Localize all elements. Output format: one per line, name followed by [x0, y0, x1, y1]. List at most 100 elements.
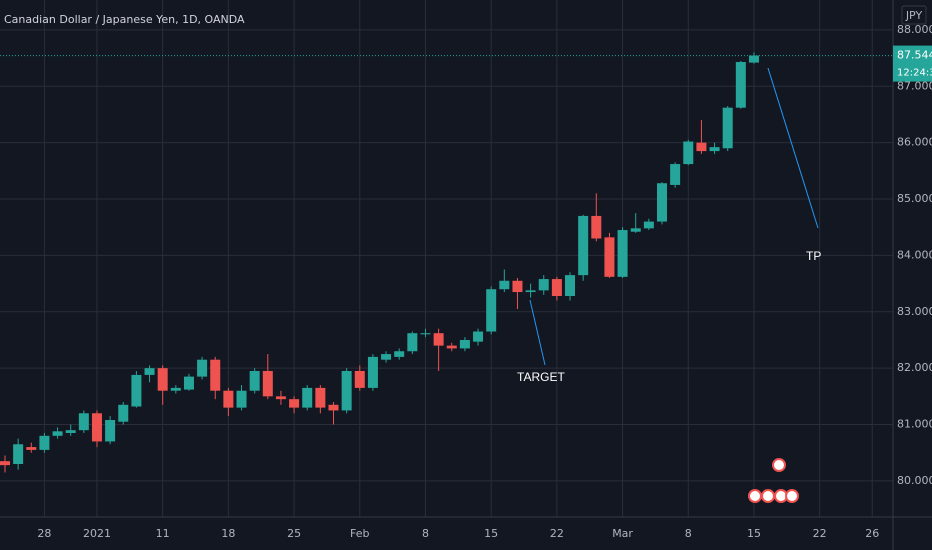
y-tick-label: 83.000 [897, 305, 932, 318]
candle-body [170, 387, 181, 391]
chart-title: Canadian Dollar / Japanese Yen, 1D, OAND… [4, 13, 245, 26]
price-label: 87.544 [897, 49, 932, 62]
candle-body [78, 413, 89, 431]
currency-box [901, 5, 927, 25]
candle-body [683, 141, 694, 165]
candle-body [459, 339, 470, 349]
x-tick-label: 8 [422, 527, 429, 540]
candle-body [354, 370, 365, 388]
x-tick-label: 25 [287, 527, 301, 540]
candle-body [118, 404, 129, 422]
x-tick-label: 26 [865, 527, 879, 540]
x-tick-label: 28 [37, 527, 51, 540]
event-icon [761, 489, 775, 503]
x-tick-label: 2021 [83, 527, 111, 540]
candle-body [696, 142, 707, 152]
x-tick-label: 11 [156, 527, 170, 540]
y-tick-label: 84.000 [897, 248, 932, 261]
countdown-label: 12:24:39 [897, 68, 932, 79]
candle-body [565, 275, 576, 296]
candle-body [275, 396, 286, 400]
x-tick-label: Mar [612, 527, 633, 540]
trend-line [767, 67, 819, 229]
candle-body [52, 431, 63, 436]
y-tick-label: 82.000 [897, 361, 932, 374]
candle-body [289, 399, 300, 408]
y-axis: 80.000 81.000 82.000 83.000 84.000 85.000 86.0… [37, 23, 932, 540]
event-icon [748, 489, 762, 503]
grid [0, 0, 893, 517]
y-tick-label: 87.000 [897, 79, 932, 92]
event-icon [772, 458, 786, 472]
candle-body [591, 215, 602, 239]
candle-body [446, 345, 457, 349]
candle-body [748, 55, 759, 63]
candle-body [604, 237, 615, 277]
y-tick-label: 86.000 [897, 136, 932, 149]
candle-body [13, 444, 24, 465]
candle-body [183, 376, 194, 390]
candle-body [578, 215, 589, 276]
candle-body [105, 420, 116, 442]
candle-body [262, 370, 273, 397]
candle-body [512, 280, 523, 293]
candle-body [525, 290, 536, 293]
x-tick-label: 15 [747, 527, 761, 540]
candle-body [630, 228, 641, 232]
y-tick-label: 88.000 [897, 23, 932, 36]
trend-line [529, 299, 546, 366]
candle-body [39, 435, 50, 450]
y-tick-label: 81.000 [897, 418, 932, 431]
x-tick-label: 22 [550, 527, 564, 540]
candle-body [381, 354, 392, 360]
events [748, 458, 799, 503]
candle-body [433, 333, 444, 346]
x-tick-label: 15 [484, 527, 498, 540]
candles [0, 52, 893, 473]
candle-body [617, 230, 628, 277]
candle-body [670, 164, 681, 185]
candle-body [223, 390, 234, 408]
candle-body [367, 356, 378, 388]
candle-body [91, 413, 102, 442]
candle-body [473, 331, 484, 342]
candle-body [538, 279, 549, 291]
candle-body [302, 387, 313, 408]
x-tick-label: Feb [350, 527, 369, 540]
candle-body [26, 447, 37, 450]
candle-body [131, 374, 142, 407]
x-tick-label: 8 [685, 527, 692, 540]
candle-body [551, 279, 562, 296]
price-label-box [893, 45, 932, 82]
candle-body [249, 370, 260, 391]
y-tick-label: 80.000 [897, 474, 932, 487]
candle-body [735, 62, 746, 108]
candle-body [657, 183, 667, 222]
candle-body [643, 221, 654, 229]
candle-body [722, 107, 733, 149]
candle-body [394, 351, 405, 357]
x-tick-label: 22 [813, 527, 827, 540]
candle-body [420, 333, 431, 335]
annotation: TARGET [517, 370, 565, 384]
candle-body [407, 333, 418, 352]
x-tick-label: 18 [221, 527, 235, 540]
candle-body [341, 370, 352, 411]
candle-body [709, 147, 720, 152]
candle-body [236, 390, 247, 408]
event-icon [785, 489, 799, 503]
candle-body [315, 387, 326, 408]
candle-body [0, 461, 10, 466]
candle-body [499, 280, 510, 290]
candle-body [65, 430, 76, 433]
candle-body [144, 368, 155, 375]
candle-body [486, 289, 497, 332]
candle-body [328, 404, 339, 411]
y-tick-label: 85.000 [897, 192, 932, 205]
annotation: TP [806, 249, 821, 263]
currency: JPY [905, 9, 923, 22]
candle-body [210, 359, 221, 391]
